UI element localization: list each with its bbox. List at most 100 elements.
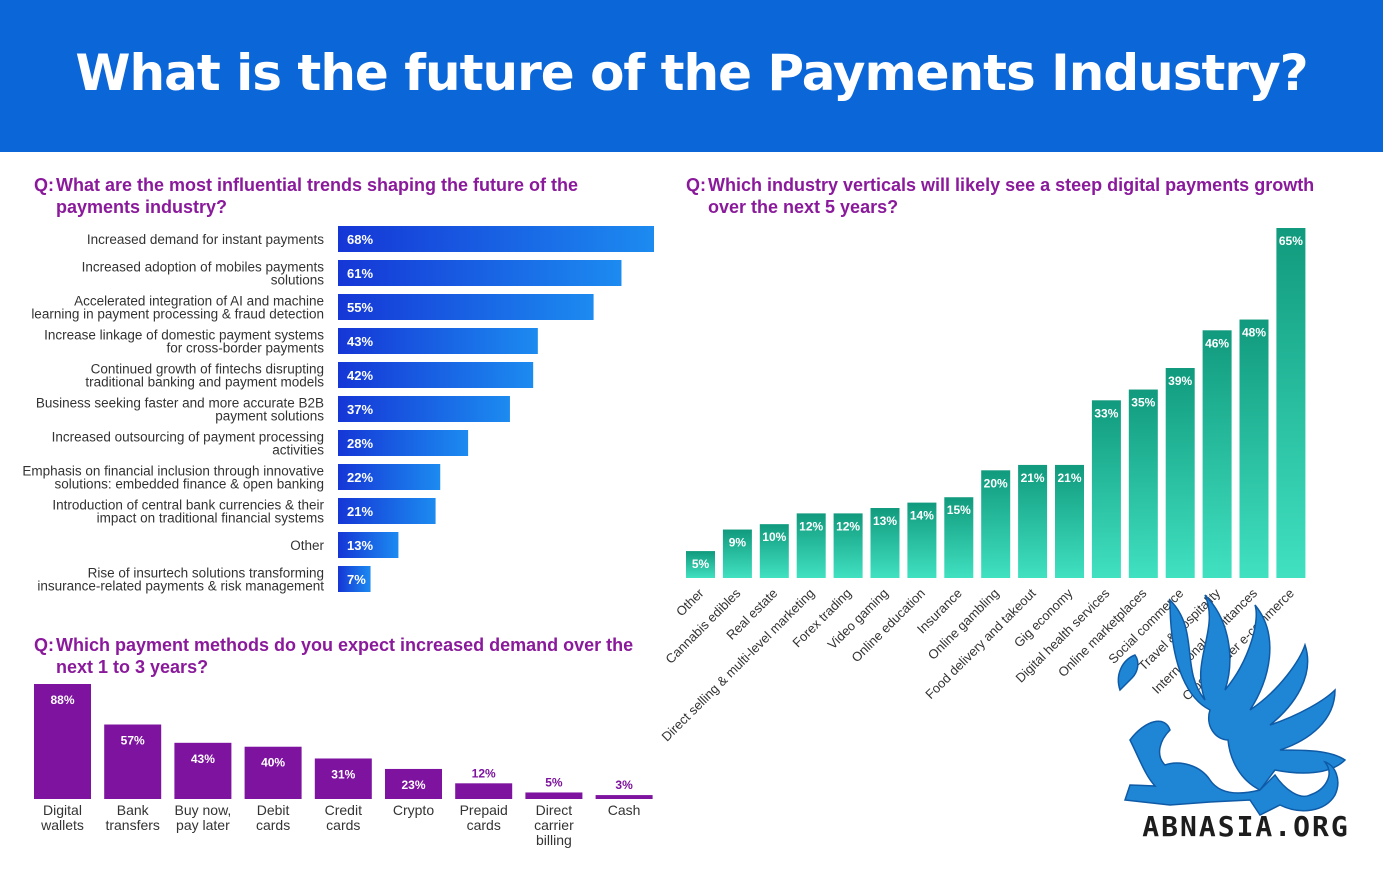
trend-bar-value: 43% <box>347 334 373 349</box>
vertical-bar-value: 21% <box>1057 471 1081 485</box>
trend-bar-value: 22% <box>347 470 373 485</box>
vertical-bar <box>1165 368 1195 578</box>
question-line-1: Which payment methods do you expect incr… <box>56 635 634 655</box>
method-bar-label: Prepaid <box>460 802 508 818</box>
vertical-bar <box>1202 330 1232 578</box>
trend-bar-label: payment solutions <box>215 409 324 424</box>
trend-bar-label: Other <box>290 538 324 553</box>
trend-bar-label: Business seeking faster and more accurat… <box>36 396 324 411</box>
vertical-bar <box>1128 389 1158 578</box>
trend-bar-value: 13% <box>347 538 373 553</box>
method-bar <box>34 684 91 799</box>
trend-bar-value: 42% <box>347 368 373 383</box>
method-bar <box>455 783 513 799</box>
question-prefix: Q: <box>34 635 54 655</box>
method-bar-label: cards <box>467 817 501 833</box>
method-bar-label: transfers <box>105 817 159 833</box>
trend-bar-label: insurance-related payments & risk manage… <box>37 579 324 594</box>
question-line-1: What are the most influential trends sha… <box>56 175 579 195</box>
method-bar-value: 12% <box>472 766 496 780</box>
method-bar-label: Direct <box>536 802 573 818</box>
trend-bar-value: 7% <box>347 572 366 587</box>
trend-bar-label: traditional banking and payment models <box>85 375 324 390</box>
method-bar <box>525 792 583 799</box>
trend-bar-label: Introduction of central bank currencies … <box>52 498 324 513</box>
verticals-question: Q: Which industry verticals will likely s… <box>686 174 1366 218</box>
page-title: What is the future of the Payments Indus… <box>75 44 1308 102</box>
vertical-bar-value: 5% <box>692 557 710 571</box>
page-header: What is the future of the Payments Indus… <box>0 0 1383 152</box>
vertical-bar <box>796 513 826 578</box>
vertical-bar <box>686 551 715 578</box>
trend-bar-value: 28% <box>347 436 373 451</box>
method-bar-value: 88% <box>50 693 74 707</box>
trend-bar <box>338 498 436 524</box>
method-bar <box>244 746 302 799</box>
question-prefix: Q: <box>34 175 54 195</box>
vertical-bar <box>722 529 752 578</box>
vertical-bar <box>981 470 1011 578</box>
trend-bar-value: 68% <box>347 232 373 247</box>
trend-bar <box>338 566 371 592</box>
vertical-bar-value: 46% <box>1205 336 1229 350</box>
method-bar-label: Credit <box>325 802 362 818</box>
method-bar <box>174 742 232 799</box>
question-line-1: Which industry verticals will likely see… <box>708 175 1315 195</box>
method-bar-value: 57% <box>121 734 145 748</box>
trend-bar <box>338 226 654 252</box>
trends-question: Q: What are the most influential trends s… <box>34 174 654 218</box>
vertical-bar-value: 21% <box>1021 471 1045 485</box>
vertical-bar <box>907 502 937 578</box>
vertical-bar-value: 35% <box>1131 396 1155 410</box>
method-bar-label: pay later <box>176 817 230 833</box>
vertical-bar <box>833 513 863 578</box>
method-bar-label: Buy now, <box>174 802 231 818</box>
method-bar <box>314 758 372 799</box>
vertical-bar <box>1091 400 1121 578</box>
trend-bar <box>338 328 538 354</box>
method-bar-value: 40% <box>261 756 285 770</box>
question-line-2: payments industry? <box>56 197 228 217</box>
vertical-bar-value: 12% <box>799 519 823 533</box>
trend-bar <box>338 430 469 456</box>
trend-bar-value: 55% <box>347 300 373 315</box>
method-bar-label: wallets <box>40 817 84 833</box>
vertical-bar <box>1276 228 1306 578</box>
method-bar-label: Digital <box>43 802 82 818</box>
watermark-text: ABNASIA.ORG <box>1142 810 1350 843</box>
trend-bar-value: 61% <box>347 266 373 281</box>
method-bar <box>104 724 162 799</box>
vertical-bar-value: 33% <box>1094 406 1118 420</box>
griffin-logo-icon <box>1117 594 1347 816</box>
trend-bar-label: Accelerated integration of AI and machin… <box>74 294 324 309</box>
vertical-bar-value: 13% <box>873 514 897 528</box>
vertical-bar-value: 12% <box>836 519 860 533</box>
method-bar-label: Crypto <box>393 802 434 818</box>
vertical-bar <box>1055 464 1084 578</box>
trend-bar <box>338 532 399 558</box>
question-line-2: next 1 to 3 years? <box>56 657 209 677</box>
method-bar-value: 43% <box>191 752 215 766</box>
vertical-bar-value: 48% <box>1242 326 1266 340</box>
trend-bar-label: Increase linkage of domestic payment sys… <box>44 328 324 343</box>
method-bar-value: 23% <box>401 778 425 792</box>
vertical-bar-value: 65% <box>1279 234 1303 248</box>
trend-bar <box>338 396 510 422</box>
question-line-2: over the next 5 years? <box>708 197 899 217</box>
trend-bar-label: Increased outsourcing of payment process… <box>52 430 324 445</box>
method-bar-label: cards <box>256 817 290 833</box>
vertical-bar-value: 10% <box>762 530 786 544</box>
method-bar-label: billing <box>536 832 572 848</box>
trend-bar-label: activities <box>272 443 324 458</box>
trend-bar-label: Increased demand for instant payments <box>87 232 324 247</box>
trend-bar <box>338 464 441 490</box>
method-bar-label: carrier <box>534 817 574 833</box>
trend-bar-label: for cross-border payments <box>166 341 324 356</box>
trend-bar-label: Continued growth of fintechs disrupting <box>91 362 324 377</box>
method-bar <box>595 795 653 799</box>
vertical-bar-value: 9% <box>729 536 747 550</box>
trend-bar-label: Increased adoption of mobiles payments <box>82 260 325 275</box>
trend-bar-label: learning in payment processing & fraud d… <box>31 307 324 322</box>
trend-bar <box>338 260 622 286</box>
